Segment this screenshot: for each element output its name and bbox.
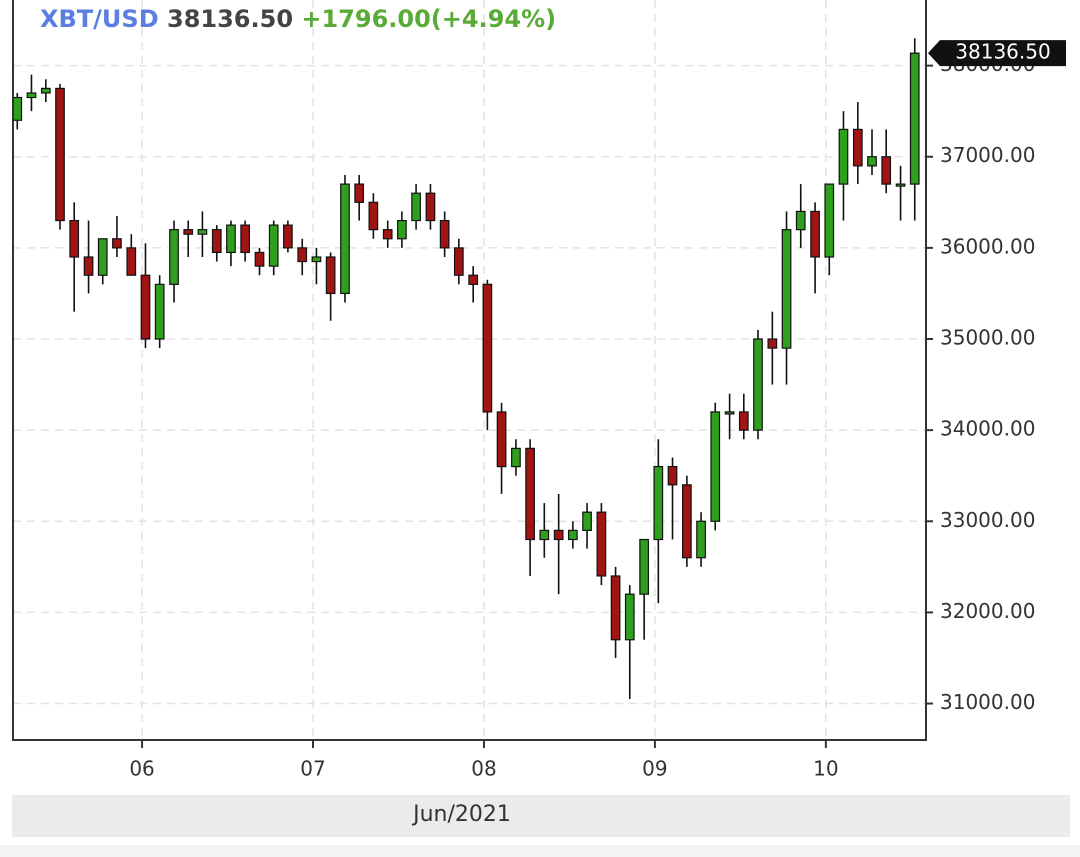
candle-body [767,338,778,349]
candle-body [667,466,678,486]
candle-body [439,219,450,249]
candle-body [696,520,706,559]
candle-body [340,183,350,295]
candle-body [553,529,564,541]
y-tick-label: 36000.00 [940,234,1035,258]
y-tick-label: 31000.00 [940,690,1035,714]
candle-body [97,238,108,276]
candle-body [624,593,635,641]
symbol: XBT/USD [40,5,159,33]
candle-body [240,224,251,254]
y-tick-label: 37000.00 [940,143,1035,167]
candle-body [140,274,151,340]
candle-body [867,156,877,167]
candle-body [112,238,122,249]
candle-body [682,484,692,559]
candle-body [40,87,51,94]
candle-body [468,274,479,285]
candle-body [482,283,493,413]
x-tick-label: 06 [129,757,154,781]
labels-layer: 31000.00 32000.00 33000.00 34000.00 35000.00… [129,40,1066,781]
candle-body [154,283,165,340]
candle-body [311,256,322,263]
last-price: 38136.50 [167,5,293,33]
candle-body [411,192,421,222]
footer-strip [0,845,1080,857]
candle-body [453,247,464,276]
candle-body [283,224,293,249]
x-tick-label: 07 [300,757,325,781]
candle-body [838,128,849,185]
candle-body [496,411,507,468]
candle-body [69,219,80,258]
candle-body [268,224,279,267]
candles-layer [12,38,920,699]
candle-body [596,511,607,577]
candle-body [254,251,265,267]
candle-body [810,210,820,258]
candle-body [781,229,792,349]
candle-body [724,411,735,415]
candle-body [710,411,721,522]
candle-body [197,229,208,235]
candle-body [824,183,835,258]
y-tick-label: 32000.00 [940,599,1035,623]
candle-body [582,511,592,531]
y-tick-label: 35000.00 [940,326,1035,350]
candle-body [610,575,621,641]
candle-body [169,229,179,285]
candle-body [795,210,806,231]
candle-body [12,96,23,121]
candle-body [852,128,863,167]
candle-body [183,229,194,235]
candle-body [26,92,37,99]
candle-body [738,411,749,431]
candle-body [126,247,137,276]
candle-body [653,466,664,541]
x-tick-label: 10 [813,757,838,781]
y-tick-label: 34000.00 [940,417,1035,441]
candle-body [639,538,649,595]
price-change: +1796.00(+4.94%) [301,5,556,33]
price-tag-label: 38136.50 [955,40,1050,64]
candle-body [211,229,222,254]
candle-body [368,201,379,231]
candle-body [382,229,393,240]
x-axis-band [12,795,1070,837]
candle-body [895,183,906,187]
x-axis-title: Jun/2021 [411,802,511,827]
chart-header: XBT/USD 38136.50 +1796.00(+4.94%) [40,5,556,33]
candle-body [909,52,920,185]
y-tick-label: 33000.00 [940,508,1035,532]
candle-body [881,156,892,185]
candle-body [325,256,336,295]
candle-body [55,87,65,222]
candle-body [753,338,763,431]
candle-body [354,183,365,203]
candle-body [83,256,94,276]
candle-body [567,529,578,541]
candle-body [539,529,550,541]
price-tag [928,40,1066,67]
x-tick-label: 09 [642,757,667,781]
candle-body [425,192,436,222]
candle-body [297,247,308,263]
candle-body [226,224,236,254]
candle-body [397,219,407,240]
candle-body [525,447,535,541]
candle-body [511,447,521,468]
x-tick-label: 08 [471,757,496,781]
